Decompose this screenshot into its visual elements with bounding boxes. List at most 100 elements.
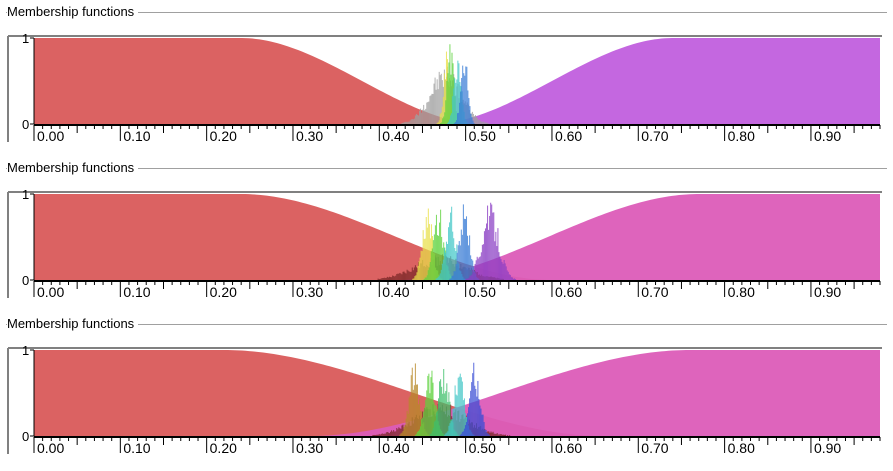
histogram-bar — [380, 278, 382, 280]
histogram-bar — [491, 204, 493, 280]
histogram-bar — [442, 393, 444, 436]
histogram-bar — [391, 430, 393, 436]
histogram-bar — [468, 98, 470, 124]
histogram-bar — [469, 106, 471, 124]
histogram-bar — [464, 75, 466, 124]
histogram-bar — [414, 434, 416, 436]
histogram-bar — [458, 63, 460, 124]
histogram-bar — [476, 256, 478, 280]
histogram-bar — [463, 73, 465, 124]
histogram-bar — [403, 122, 405, 124]
histogram-bar — [491, 432, 493, 436]
histogram-bar — [449, 423, 451, 436]
histogram-bar — [441, 122, 443, 124]
histogram-bar — [440, 379, 442, 436]
histogram-bar — [464, 219, 466, 280]
y-tick-label: 0 — [22, 273, 29, 288]
histogram-bar — [489, 432, 491, 436]
histogram-bar — [413, 267, 415, 280]
histogram-bar — [449, 119, 451, 124]
histogram-bar — [410, 271, 412, 280]
histogram-bar — [451, 419, 453, 436]
histogram-bar — [480, 408, 482, 436]
histogram-bar — [455, 82, 457, 124]
histogram-bar — [476, 396, 478, 436]
histogram-bar — [423, 278, 425, 280]
histogram-bar — [457, 377, 459, 436]
histogram-bar — [492, 212, 494, 280]
histogram-bar — [435, 412, 437, 436]
histogram-bar — [400, 428, 402, 436]
histogram-bar — [425, 108, 427, 124]
histogram-bar — [438, 235, 440, 280]
histogram-bar — [487, 205, 489, 280]
histogram-bar — [392, 431, 394, 436]
x-tick-label: 0.50 — [469, 284, 496, 300]
histogram-bar — [477, 258, 479, 280]
histogram-bar — [496, 246, 498, 280]
histogram-bar — [442, 259, 444, 280]
membership-area-2 — [34, 194, 880, 280]
histogram-bar — [420, 108, 422, 124]
histogram-bar — [473, 272, 475, 280]
histogram-bar — [439, 113, 441, 124]
histogram-bar — [408, 271, 410, 280]
histogram-bar — [416, 384, 418, 436]
histogram-bar — [413, 385, 415, 436]
histogram-bar — [512, 278, 514, 280]
histogram-bar — [501, 434, 503, 436]
histogram-bar — [406, 122, 408, 124]
histogram-bar — [492, 431, 494, 436]
histogram-bar — [432, 382, 434, 436]
histogram-bar — [420, 250, 422, 280]
histogram-bar — [443, 248, 445, 280]
histogram-bar — [481, 414, 483, 436]
histogram-bar — [483, 121, 485, 124]
histogram-bar — [386, 432, 388, 436]
histogram-bar — [433, 421, 435, 436]
histogram-bar — [401, 122, 403, 124]
x-tick-label: 0.30 — [296, 128, 323, 144]
x-tick-label: 0.20 — [210, 440, 237, 456]
x-tick-label: 0.00 — [37, 128, 64, 144]
histogram-bar — [470, 113, 472, 124]
histogram-bar — [454, 122, 456, 124]
histogram-bar — [385, 432, 387, 436]
histogram-bar — [405, 121, 407, 124]
histogram-bar — [450, 278, 452, 280]
histogram-bar — [436, 410, 439, 436]
histogram-bar — [379, 278, 381, 280]
histogram-bar — [464, 413, 466, 436]
histogram-bar — [515, 279, 517, 280]
histogram-bar — [436, 278, 438, 280]
histogram-bar — [393, 275, 395, 280]
histogram-bar — [381, 278, 383, 280]
membership-area-1 — [34, 350, 880, 436]
histogram-bar — [384, 433, 386, 436]
histogram-bar — [435, 214, 437, 280]
histogram-bar — [454, 271, 456, 280]
histogram-bar — [409, 271, 411, 280]
histogram-bar — [432, 427, 434, 436]
histogram-bar — [444, 434, 446, 436]
membership-area-1 — [34, 38, 880, 124]
membership-area-1 — [34, 194, 880, 280]
histogram-bar — [487, 122, 489, 124]
histogram-bar — [455, 263, 457, 280]
histogram-bar — [427, 375, 429, 436]
histogram-bar — [478, 398, 480, 436]
histogram-bar — [408, 121, 410, 124]
x-tick-label: 0.30 — [296, 284, 323, 300]
histogram-bar — [377, 434, 379, 436]
histogram-bar — [450, 74, 452, 124]
histogram-bar — [471, 274, 473, 280]
histogram-bar — [413, 118, 415, 124]
histogram-bar — [486, 223, 488, 280]
histogram-bar — [429, 393, 431, 436]
histogram-bar — [407, 121, 409, 124]
histogram-bar — [457, 60, 459, 124]
histogram-bar — [404, 272, 406, 280]
histogram-bar — [411, 119, 413, 124]
histogram-bar — [445, 241, 447, 280]
histogram-bar — [471, 259, 473, 280]
